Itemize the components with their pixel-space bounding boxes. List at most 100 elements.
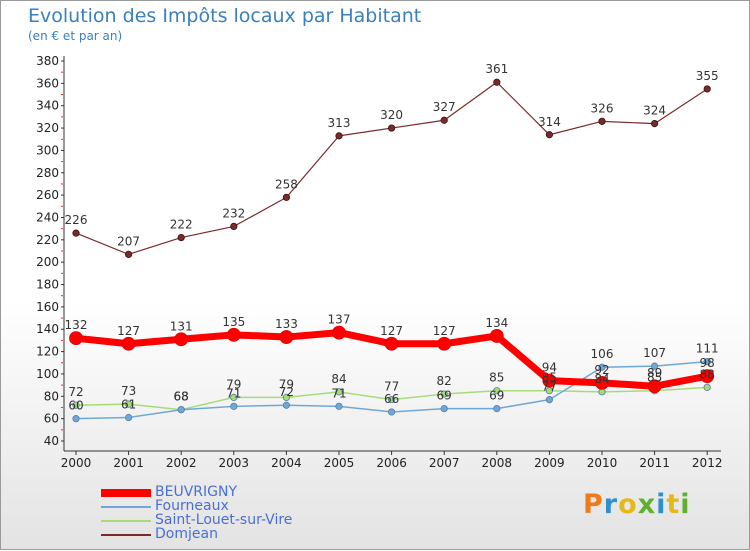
- data-label: 71: [226, 386, 241, 400]
- data-point: [230, 222, 238, 231]
- data-label: 361: [485, 62, 508, 76]
- y-tick-label: 240: [36, 210, 59, 224]
- data-label: 71: [331, 386, 346, 400]
- data-point: [703, 358, 711, 366]
- data-point: [387, 124, 396, 132]
- y-tick-label: 280: [36, 166, 59, 180]
- data-label: 79: [279, 377, 294, 391]
- data-label: 61: [121, 398, 136, 412]
- legend-swatch: [101, 506, 151, 508]
- data-point: [598, 117, 606, 125]
- data-label: 77: [542, 380, 557, 394]
- x-tick-label: 2007: [429, 456, 460, 470]
- data-point: [279, 330, 294, 344]
- legend-label: Fourneaux: [155, 498, 229, 514]
- data-point: [72, 229, 80, 237]
- data-point: [650, 362, 659, 370]
- y-tick-label: 220: [36, 233, 59, 247]
- data-label: 84: [594, 372, 609, 386]
- data-label: 89: [647, 366, 662, 380]
- data-label: 82: [437, 374, 452, 388]
- data-label: 226: [65, 213, 88, 227]
- data-label: 68: [174, 390, 189, 404]
- logo-letter: i: [680, 489, 691, 520]
- data-label: 85: [647, 371, 662, 385]
- data-point: [384, 336, 399, 351]
- data-label: 66: [384, 392, 399, 406]
- data-label: 127: [117, 324, 140, 338]
- data-point: [332, 325, 346, 340]
- y-tick-label: 380: [36, 54, 59, 68]
- data-point: [335, 388, 343, 396]
- x-tick-label: 2011: [639, 456, 670, 470]
- chart-subtitle: (en € et par an): [28, 29, 123, 43]
- y-tick-label: 180: [36, 278, 59, 292]
- logo-letter: P: [583, 489, 604, 520]
- x-tick-label: 2004: [271, 456, 302, 470]
- data-point: [440, 404, 448, 413]
- data-point: [440, 390, 448, 398]
- data-label: 60: [68, 399, 83, 413]
- x-tick-label: 2003: [219, 456, 250, 470]
- legend-item: Domjean: [101, 526, 361, 543]
- x-tick-label: 2010: [587, 456, 618, 470]
- x-tick-label: 2000: [61, 456, 92, 470]
- y-tick-label: 140: [36, 322, 59, 336]
- data-label: 111: [696, 342, 719, 356]
- logo-letter: r: [603, 489, 619, 520]
- x-tick-label: 2002: [166, 456, 197, 470]
- data-point: [387, 396, 396, 404]
- data-point: [72, 401, 80, 409]
- data-point: [230, 393, 238, 402]
- data-point: [493, 404, 501, 413]
- data-point: [125, 250, 133, 258]
- logo-letter: x: [637, 489, 657, 520]
- data-label: 326: [591, 101, 614, 115]
- data-label: 85: [489, 371, 504, 385]
- data-point: [335, 402, 343, 410]
- data-label: 69: [437, 389, 452, 403]
- data-point: [125, 400, 133, 408]
- data-label: 313: [328, 116, 351, 130]
- data-label: 133: [275, 317, 298, 331]
- data-point: [72, 415, 80, 423]
- chart-title: Evolution des Impôts locaux par Habitant: [28, 5, 422, 27]
- data-label: 132: [65, 318, 88, 332]
- data-point: [335, 132, 343, 140]
- data-point: [174, 332, 189, 347]
- y-tick-label: 300: [36, 143, 59, 157]
- x-tick-label: 2009: [534, 456, 565, 470]
- x-tick-label: 2005: [324, 456, 355, 470]
- data-point: [542, 373, 557, 388]
- data-point: [595, 375, 609, 390]
- logo-letter: o: [618, 489, 638, 520]
- y-tick-label: 360: [36, 76, 59, 90]
- data-label: 98: [700, 356, 715, 370]
- x-tick-label: 2008: [482, 456, 513, 470]
- data-label: 314: [538, 115, 561, 129]
- data-point: [69, 331, 83, 346]
- data-label: 324: [643, 104, 666, 118]
- data-label: 88: [700, 367, 715, 381]
- data-label: 106: [591, 347, 614, 361]
- data-point: [177, 233, 185, 242]
- data-point: [230, 402, 238, 410]
- legend-swatch: [101, 489, 151, 497]
- data-label: 135: [222, 315, 245, 329]
- data-point: [282, 401, 290, 409]
- legend-item: Fourneaux: [101, 498, 361, 515]
- logo-letter: t: [666, 489, 681, 520]
- y-tick-label: 120: [36, 345, 59, 359]
- x-tick-label: 2012: [692, 456, 723, 470]
- data-label: 137: [328, 313, 351, 327]
- data-label: 107: [643, 346, 666, 360]
- data-label: 134: [485, 316, 508, 330]
- legend-swatch: [101, 534, 151, 536]
- data-label: 92: [594, 363, 609, 377]
- data-point: [440, 116, 448, 124]
- data-point: [493, 78, 501, 86]
- logo-letter: i: [656, 489, 667, 520]
- data-point: [282, 193, 290, 201]
- data-label: 84: [331, 372, 346, 386]
